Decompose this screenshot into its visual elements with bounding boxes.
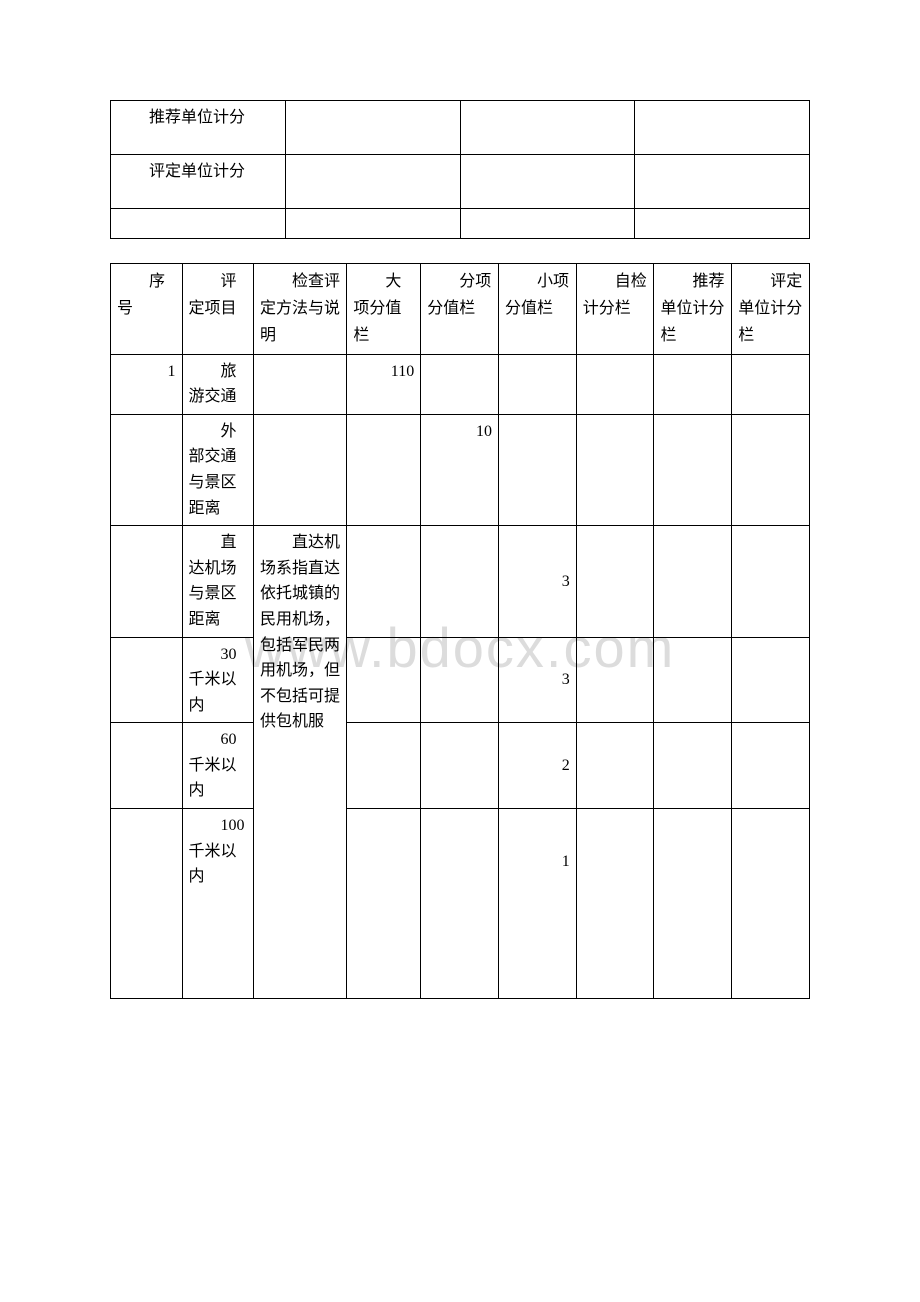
table-row: 1 旅游交通 110	[111, 354, 810, 414]
rec-cell	[654, 414, 732, 525]
big-cell	[347, 723, 421, 809]
eval-cell	[732, 414, 810, 525]
table-row: 30千米以内 3	[111, 637, 810, 723]
empty-cell	[635, 101, 810, 155]
eval-cell	[732, 637, 810, 723]
eval-cell	[732, 354, 810, 414]
method-cell	[254, 414, 347, 525]
item-cell: 30千米以内	[182, 637, 254, 723]
sub-cell	[421, 526, 499, 637]
table-row: 直达机场与景区距离 直达机场系指直达依托城镇的民用机场，包括军民两用机场，但不包…	[111, 526, 810, 637]
sub-cell	[421, 354, 499, 414]
self-cell	[576, 723, 654, 809]
rec-cell	[654, 723, 732, 809]
table-row: 推荐单位计分	[111, 101, 810, 155]
self-cell	[576, 526, 654, 637]
empty-cell	[285, 101, 460, 155]
item-cell: 60千米以内	[182, 723, 254, 809]
item-cell: 旅游交通	[182, 354, 254, 414]
col-seq: 序号	[111, 264, 183, 355]
sub-cell	[421, 809, 499, 999]
method-cell: 直达机场系指直达依托城镇的民用机场，包括军民两用机场，但不包括可提供包机服	[254, 526, 347, 999]
col-rec: 推荐单位计分栏	[654, 264, 732, 355]
sub-cell	[421, 637, 499, 723]
small-cell: 3	[498, 637, 576, 723]
empty-cell	[285, 209, 460, 239]
big-cell	[347, 809, 421, 999]
seq-cell	[111, 526, 183, 637]
empty-cell	[285, 155, 460, 209]
col-method: 检查评定方法与说明	[254, 264, 347, 355]
col-self: 自检计分栏	[576, 264, 654, 355]
empty-cell	[635, 209, 810, 239]
self-cell	[576, 354, 654, 414]
empty-cell	[635, 155, 810, 209]
table-row	[111, 209, 810, 239]
col-big: 大项分值栏	[347, 264, 421, 355]
seq-cell	[111, 809, 183, 999]
eval-cell	[732, 809, 810, 999]
small-cell	[498, 414, 576, 525]
label-text: 评定单位计分	[149, 163, 245, 180]
eval-cell	[732, 723, 810, 809]
table-row: 60千米以内 2	[111, 723, 810, 809]
rec-cell	[654, 637, 732, 723]
rec-cell	[654, 526, 732, 637]
self-cell	[576, 414, 654, 525]
label-cell: 评定单位计分	[111, 155, 286, 209]
table-row: 100千米以内 1	[111, 809, 810, 999]
seq-cell	[111, 723, 183, 809]
seq-cell	[111, 637, 183, 723]
method-cell	[254, 354, 347, 414]
item-cell: 直达机场与景区距离	[182, 526, 254, 637]
small-cell	[498, 354, 576, 414]
sub-cell: 10	[421, 414, 499, 525]
rec-cell	[654, 809, 732, 999]
label-text: 推荐单位计分	[149, 109, 245, 126]
big-cell	[347, 637, 421, 723]
table-header-row: 序号 评定项目 检查评定方法与说明 大项分值栏 分项分值栏 小项分值栏 自检计分…	[111, 264, 810, 355]
seq-cell: 1	[111, 354, 183, 414]
big-cell	[347, 414, 421, 525]
col-sub: 分项分值栏	[421, 264, 499, 355]
table-row: 评定单位计分	[111, 155, 810, 209]
col-small: 小项分值栏	[498, 264, 576, 355]
empty-cell	[460, 155, 635, 209]
small-cell: 3	[498, 526, 576, 637]
label-cell: 推荐单位计分	[111, 101, 286, 155]
summary-table: 推荐单位计分 评定单位计分	[110, 100, 810, 239]
eval-cell	[732, 526, 810, 637]
self-cell	[576, 637, 654, 723]
col-item: 评定项目	[182, 264, 254, 355]
seq-cell	[111, 414, 183, 525]
item-cell: 外部交通与景区距离	[182, 414, 254, 525]
small-cell: 1	[498, 809, 576, 999]
big-cell	[347, 526, 421, 637]
sub-cell	[421, 723, 499, 809]
empty-cell	[111, 209, 286, 239]
self-cell	[576, 809, 654, 999]
empty-cell	[460, 101, 635, 155]
col-eval: 评定单位计分栏	[732, 264, 810, 355]
table-row: 外部交通与景区距离 10	[111, 414, 810, 525]
rec-cell	[654, 354, 732, 414]
item-cell: 100千米以内	[182, 809, 254, 999]
big-cell: 110	[347, 354, 421, 414]
evaluation-table: 序号 评定项目 检查评定方法与说明 大项分值栏 分项分值栏 小项分值栏 自检计分…	[110, 263, 810, 999]
empty-cell	[460, 209, 635, 239]
small-cell: 2	[498, 723, 576, 809]
